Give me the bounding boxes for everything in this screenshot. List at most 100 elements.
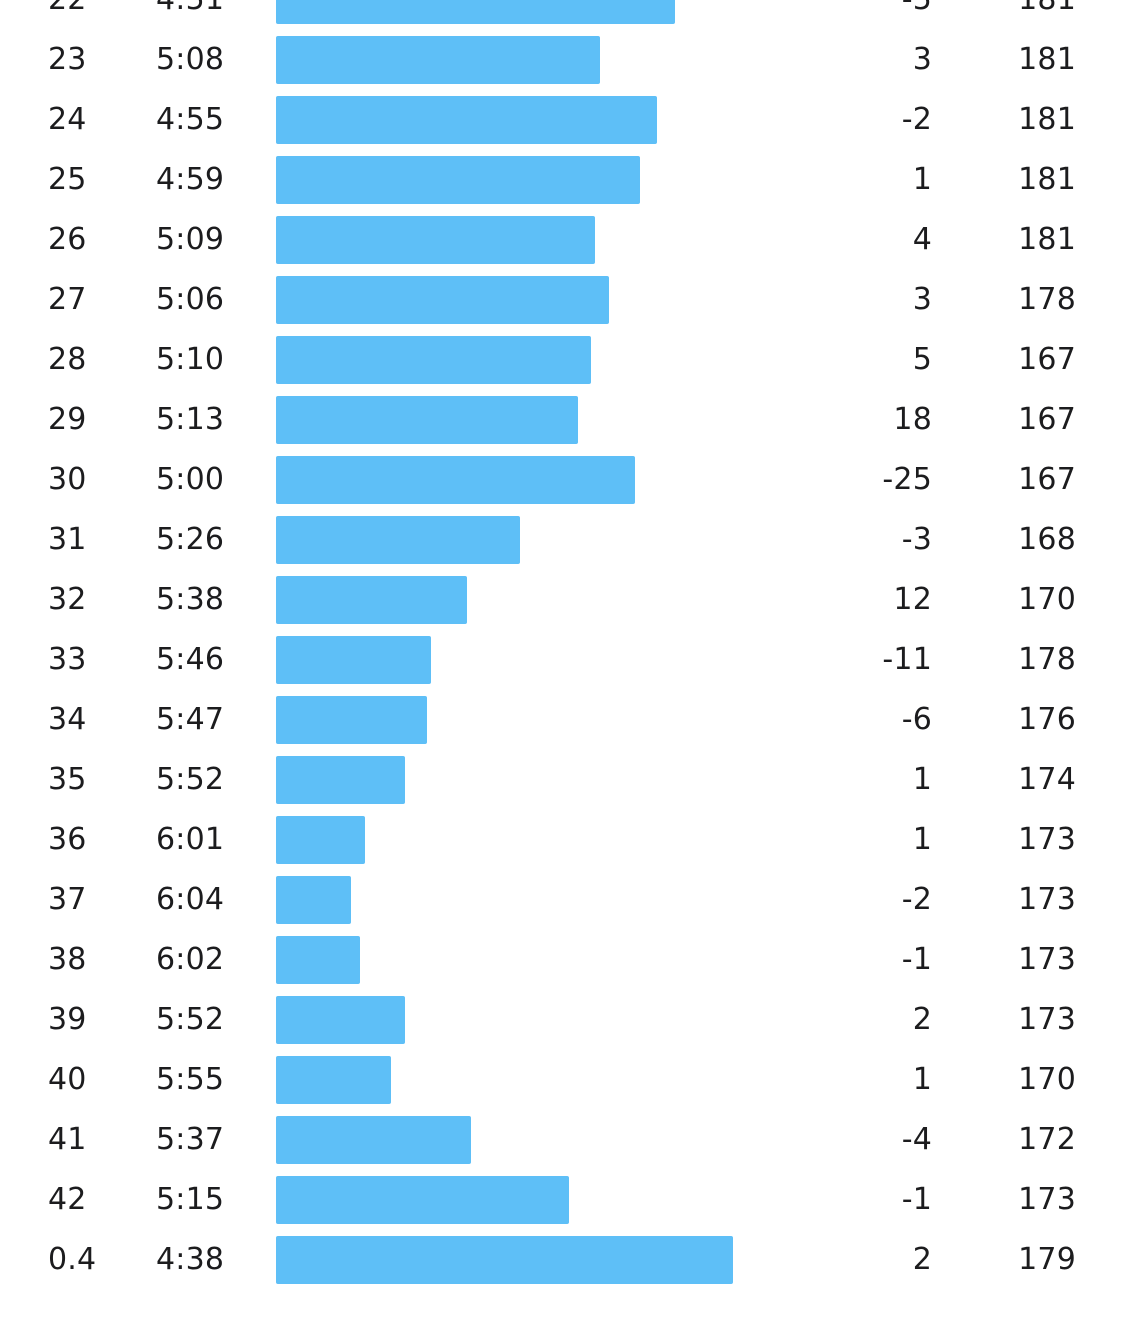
split-pace-value: 5:52: [156, 762, 225, 797]
pace-bar-track: [276, 36, 876, 84]
split-row: 28 5:10 5 167: [0, 330, 1125, 390]
pace-bar-track: [276, 276, 876, 324]
split-pace-value: 5:09: [156, 222, 225, 257]
split-elevation-value: 3: [912, 282, 932, 317]
split-elevation-value: 18: [893, 402, 932, 437]
split-row: 23 5:08 3 181: [0, 30, 1125, 90]
pace-bar: [276, 96, 657, 144]
split-row: 0.4 4:38 2 179: [0, 1230, 1125, 1290]
pace-bar-track: [276, 816, 876, 864]
pace-bar-track: [276, 456, 876, 504]
pace-bar-track: [276, 936, 876, 984]
split-elevation-value: -25: [882, 462, 932, 497]
split-heart-rate-value: 179: [1018, 1242, 1076, 1277]
split-heart-rate-value: 168: [1018, 522, 1076, 557]
split-heart-rate-value: 173: [1018, 822, 1076, 857]
pace-bar: [276, 1176, 569, 1224]
split-pace-value: 5:15: [156, 1182, 225, 1217]
split-pace-value: 5:00: [156, 462, 225, 497]
split-km-label: 26: [48, 222, 87, 257]
split-elevation-value: 2: [912, 1242, 932, 1277]
split-row: 40 5:55 1 170: [0, 1050, 1125, 1110]
pace-bar: [276, 456, 635, 504]
split-pace-value: 5:10: [156, 342, 225, 377]
split-km-label: 37: [48, 882, 87, 917]
split-km-label: 24: [48, 102, 87, 137]
split-elevation-value: 4: [912, 222, 932, 257]
pace-bar: [276, 936, 360, 984]
split-heart-rate-value: 167: [1018, 462, 1076, 497]
split-km-label: 28: [48, 342, 87, 377]
split-pace-value: 4:38: [156, 1242, 225, 1277]
pace-bar: [276, 576, 467, 624]
pace-bar-track: [276, 336, 876, 384]
split-heart-rate-value: 178: [1018, 282, 1076, 317]
split-km-label: 35: [48, 762, 87, 797]
pace-bar-track: [276, 1116, 876, 1164]
split-pace-value: 5:08: [156, 42, 225, 77]
split-row: 35 5:52 1 174: [0, 750, 1125, 810]
split-elevation-value: 5: [912, 342, 932, 377]
split-km-label: 31: [48, 522, 87, 557]
split-km-label: 25: [48, 162, 87, 197]
pace-bar-track: [276, 0, 876, 24]
split-elevation-value: -2: [901, 102, 932, 137]
split-row: 36 6:01 1 173: [0, 810, 1125, 870]
split-km-label: 29: [48, 402, 87, 437]
split-km-label: 30: [48, 462, 87, 497]
split-km-label: 23: [48, 42, 87, 77]
pace-bar-track: [276, 1176, 876, 1224]
split-pace-value: 5:46: [156, 642, 225, 677]
split-row: 42 5:15 -1 173: [0, 1170, 1125, 1230]
split-pace-value: 5:26: [156, 522, 225, 557]
split-pace-value: 4:59: [156, 162, 225, 197]
split-row: 38 6:02 -1 173: [0, 930, 1125, 990]
split-km-label: 36: [48, 822, 87, 857]
split-pace-value: 5:52: [156, 1002, 225, 1037]
pace-bar-track: [276, 96, 876, 144]
split-pace-value: 5:06: [156, 282, 225, 317]
split-elevation-value: -3: [901, 522, 932, 557]
pace-bar: [276, 36, 600, 84]
split-pace-value: 5:55: [156, 1062, 225, 1097]
pace-bar: [276, 336, 591, 384]
pace-bar-track: [276, 576, 876, 624]
split-km-label: 22: [48, 0, 87, 30]
split-elevation-value: -1: [901, 942, 932, 977]
split-pace-value: 4:51: [156, 0, 224, 30]
split-elevation-value: -6: [901, 702, 932, 737]
split-km-label: 40: [48, 1062, 87, 1097]
split-elevation-value: 1: [912, 162, 932, 197]
pace-bar: [276, 756, 405, 804]
pace-bar: [276, 996, 405, 1044]
split-elevation-value: 1: [912, 762, 932, 797]
split-heart-rate-value: 181: [1018, 162, 1076, 197]
split-heart-rate-value: 167: [1018, 342, 1076, 377]
split-km-label: 0.4: [48, 1242, 97, 1277]
split-elevation-value: 2: [912, 1002, 932, 1037]
split-pace-value: 5:38: [156, 582, 225, 617]
pace-bar: [276, 636, 431, 684]
split-pace-value: 5:37: [156, 1122, 225, 1157]
split-pace-value: 4:55: [156, 102, 225, 137]
split-km-label: 39: [48, 1002, 87, 1037]
split-km-label: 41: [48, 1122, 87, 1157]
pace-bar: [276, 0, 675, 24]
pace-bar-track: [276, 636, 876, 684]
split-row: 30 5:00 -25 167: [0, 450, 1125, 510]
pace-bar: [276, 1116, 471, 1164]
split-row: 37 6:04 -2 173: [0, 870, 1125, 930]
split-pace-value: 6:01: [156, 822, 225, 857]
pace-bar-track: [276, 156, 876, 204]
pace-bar: [276, 1056, 391, 1104]
split-elevation-value: 1: [912, 1062, 932, 1097]
split-pace-value: 5:13: [156, 402, 225, 437]
split-heart-rate-value: 170: [1018, 1062, 1076, 1097]
split-km-label: 33: [48, 642, 87, 677]
split-row: 26 5:09 4 181: [0, 210, 1125, 270]
split-heart-rate-value: 173: [1018, 1002, 1076, 1037]
split-row: 39 5:52 2 173: [0, 990, 1125, 1050]
pace-bar: [276, 516, 520, 564]
split-heart-rate-value: 173: [1018, 1182, 1076, 1217]
split-km-label: 38: [48, 942, 87, 977]
